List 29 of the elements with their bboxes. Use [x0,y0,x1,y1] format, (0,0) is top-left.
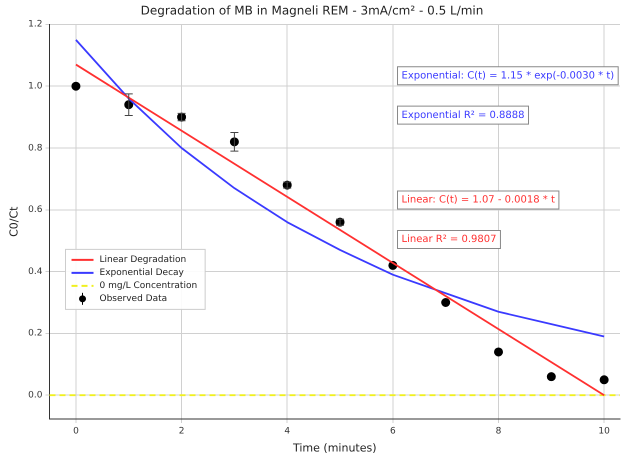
chart-title: Degradation of MB in Magneli REM - 3mA/cm² - 0.5 L/min [140,3,484,18]
point [71,82,80,91]
x-tick-label: 2 [178,426,184,437]
x-axis-title: Time (minutes) [292,441,377,454]
y-tick-label: 1.0 [28,82,43,92]
legend-label: 0 mg/L Concentration [100,281,198,292]
y-tick-label: 1.2 [28,20,43,30]
x-tick-label: 0 [73,426,80,437]
annotation: Linear R² = 0.9807 [402,234,496,246]
legend-label: Exponential Decay [100,268,185,278]
annotation: Exponential R² = 0.8888 [402,110,525,121]
y-tick-label: 0.4 [28,266,43,277]
annotation: Exponential: C(t) = 1.15 * exp(-0.0030 * t) [402,70,614,82]
y-tick-label: 0.6 [28,205,43,216]
point [494,347,504,356]
x-tick-label: 8 [496,426,502,437]
y-tick-label: 0.0 [28,390,43,401]
x-tick-label: 4 [284,426,290,437]
y-tick-label: 0.8 [28,143,43,154]
legend-label: Observed Data [100,294,168,304]
x-tick-label: 6 [390,426,396,437]
y-tick-label: 0.2 [28,328,43,339]
point [546,372,556,382]
point [600,375,609,384]
y-axis-title: C0/Ct [7,206,20,237]
x-tick-label: 10 [598,426,610,437]
annotation: Linear: C(t) = 1.07 - 0.0018 * t [402,194,555,206]
legend-label: Linear Degradation [100,255,186,266]
point [441,298,450,308]
